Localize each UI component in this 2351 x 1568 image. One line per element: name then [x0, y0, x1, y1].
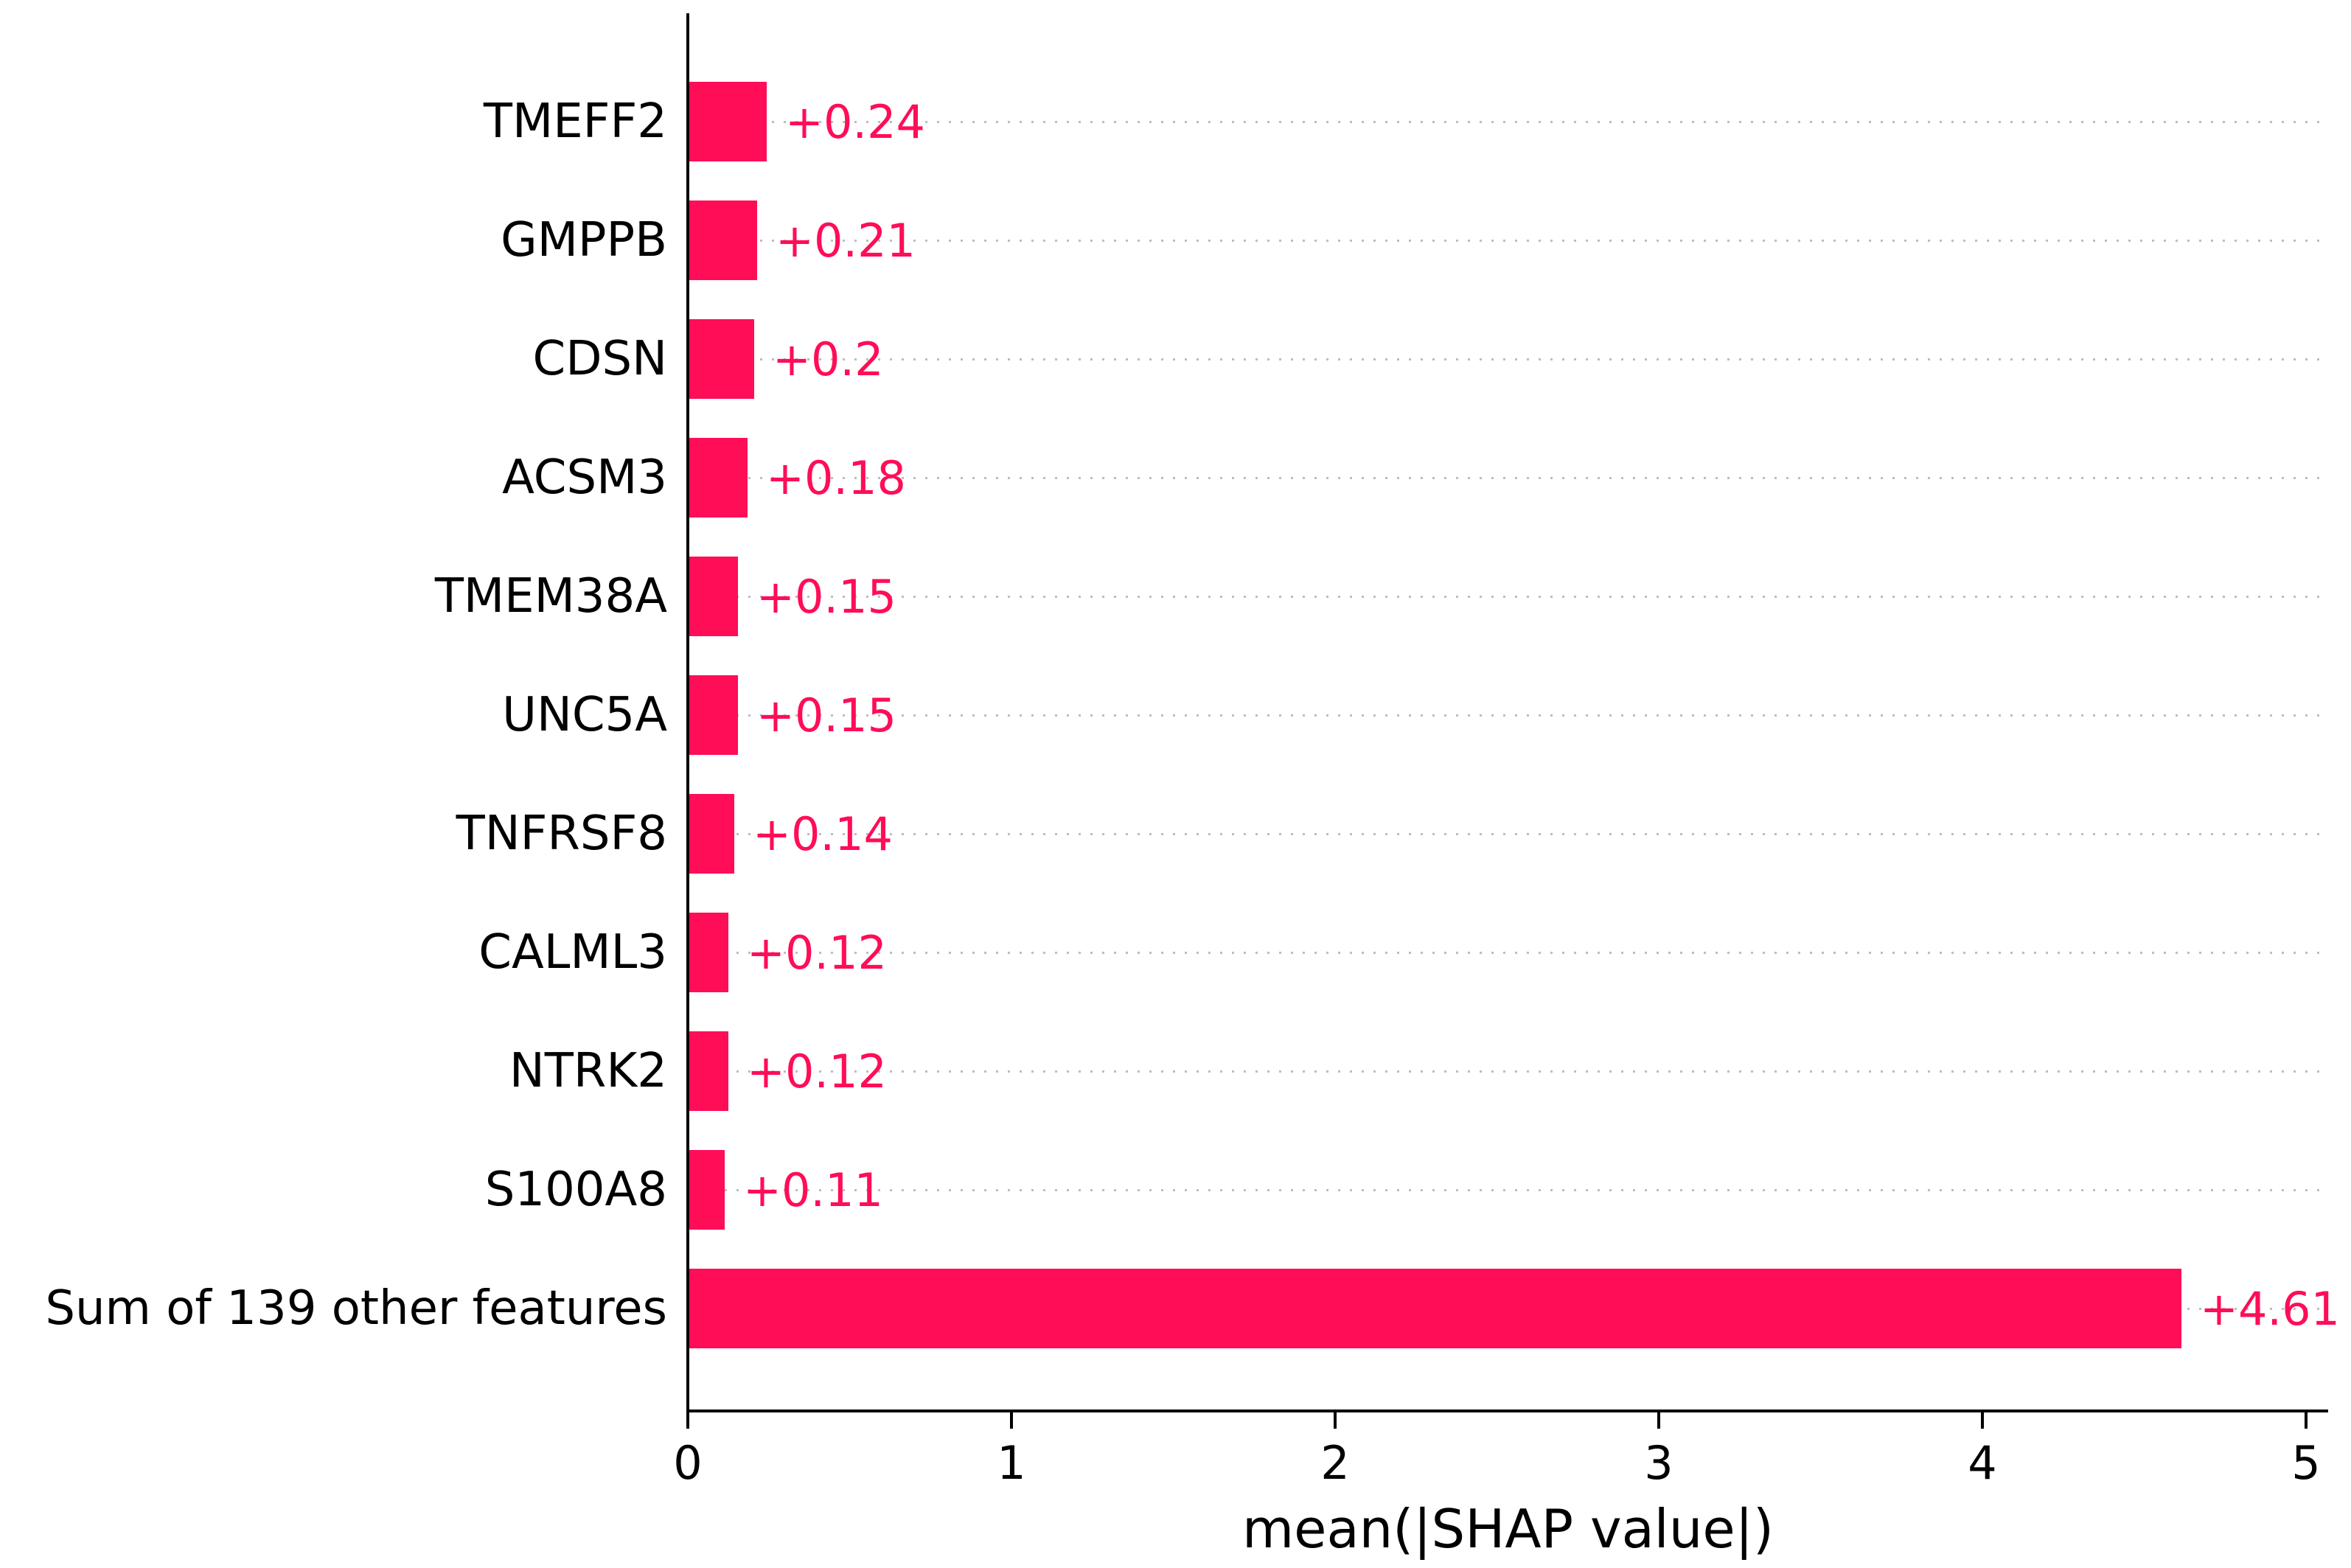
gridline	[689, 1189, 2328, 1191]
value-label: +0.12	[747, 1044, 887, 1098]
x-tick-mark	[1010, 1412, 1013, 1429]
x-axis-spine	[686, 1410, 2328, 1412]
gridline	[689, 121, 2328, 123]
feature-label: UNC5A	[502, 688, 667, 742]
bar	[689, 319, 754, 399]
feature-label: CDSN	[532, 332, 667, 386]
bar	[689, 1269, 2181, 1348]
feature-label: TNFRSF8	[456, 806, 667, 861]
feature-label: Sum of 139 other features	[45, 1281, 667, 1336]
bar	[689, 1150, 725, 1230]
bar	[689, 913, 728, 992]
x-tick-label: 1	[997, 1436, 1026, 1490]
x-tick-mark	[2305, 1412, 2308, 1429]
feature-label: CALML3	[478, 925, 667, 980]
value-label: +0.2	[773, 332, 884, 386]
y-axis-spine	[686, 13, 689, 1412]
x-tick-label: 2	[1320, 1436, 1350, 1490]
bar	[689, 82, 767, 161]
gridline	[689, 240, 2328, 242]
bar	[689, 675, 738, 755]
x-tick-mark	[1981, 1412, 1984, 1429]
bar	[689, 794, 734, 874]
x-tick-mark	[686, 1412, 689, 1429]
bar	[689, 201, 757, 280]
feature-label: S100A8	[484, 1163, 667, 1217]
gridline	[689, 833, 2328, 835]
gridline	[689, 714, 2328, 717]
feature-label: TMEM38A	[434, 569, 667, 624]
x-tick-label: 3	[1644, 1436, 1673, 1490]
value-label: +0.18	[766, 450, 906, 505]
value-label: +0.12	[747, 925, 887, 980]
x-tick-label: 5	[2291, 1436, 2321, 1490]
gridline	[689, 1070, 2328, 1073]
feature-label: GMPPB	[501, 213, 667, 268]
feature-label: TMEFF2	[483, 94, 667, 149]
value-label: +0.11	[743, 1163, 883, 1217]
feature-label: ACSM3	[502, 450, 667, 505]
value-label: +4.61	[2200, 1281, 2340, 1336]
gridline	[689, 358, 2328, 360]
x-tick-mark	[1657, 1412, 1660, 1429]
bar	[689, 1031, 728, 1111]
x-tick-label: 0	[673, 1436, 703, 1490]
x-tick-mark	[1334, 1412, 1337, 1429]
x-axis-title: mean(|SHAP value|)	[1242, 1498, 1774, 1560]
bar	[689, 438, 748, 518]
bar	[689, 557, 738, 636]
gridline	[689, 952, 2328, 954]
value-label: +0.24	[785, 94, 925, 149]
value-label: +0.21	[776, 213, 916, 268]
value-label: +0.15	[756, 688, 896, 742]
x-tick-label: 4	[1968, 1436, 1997, 1490]
gridline	[689, 596, 2328, 598]
value-label: +0.15	[756, 569, 896, 624]
value-label: +0.14	[753, 806, 893, 861]
gridline	[689, 477, 2328, 479]
feature-label: NTRK2	[509, 1044, 667, 1098]
